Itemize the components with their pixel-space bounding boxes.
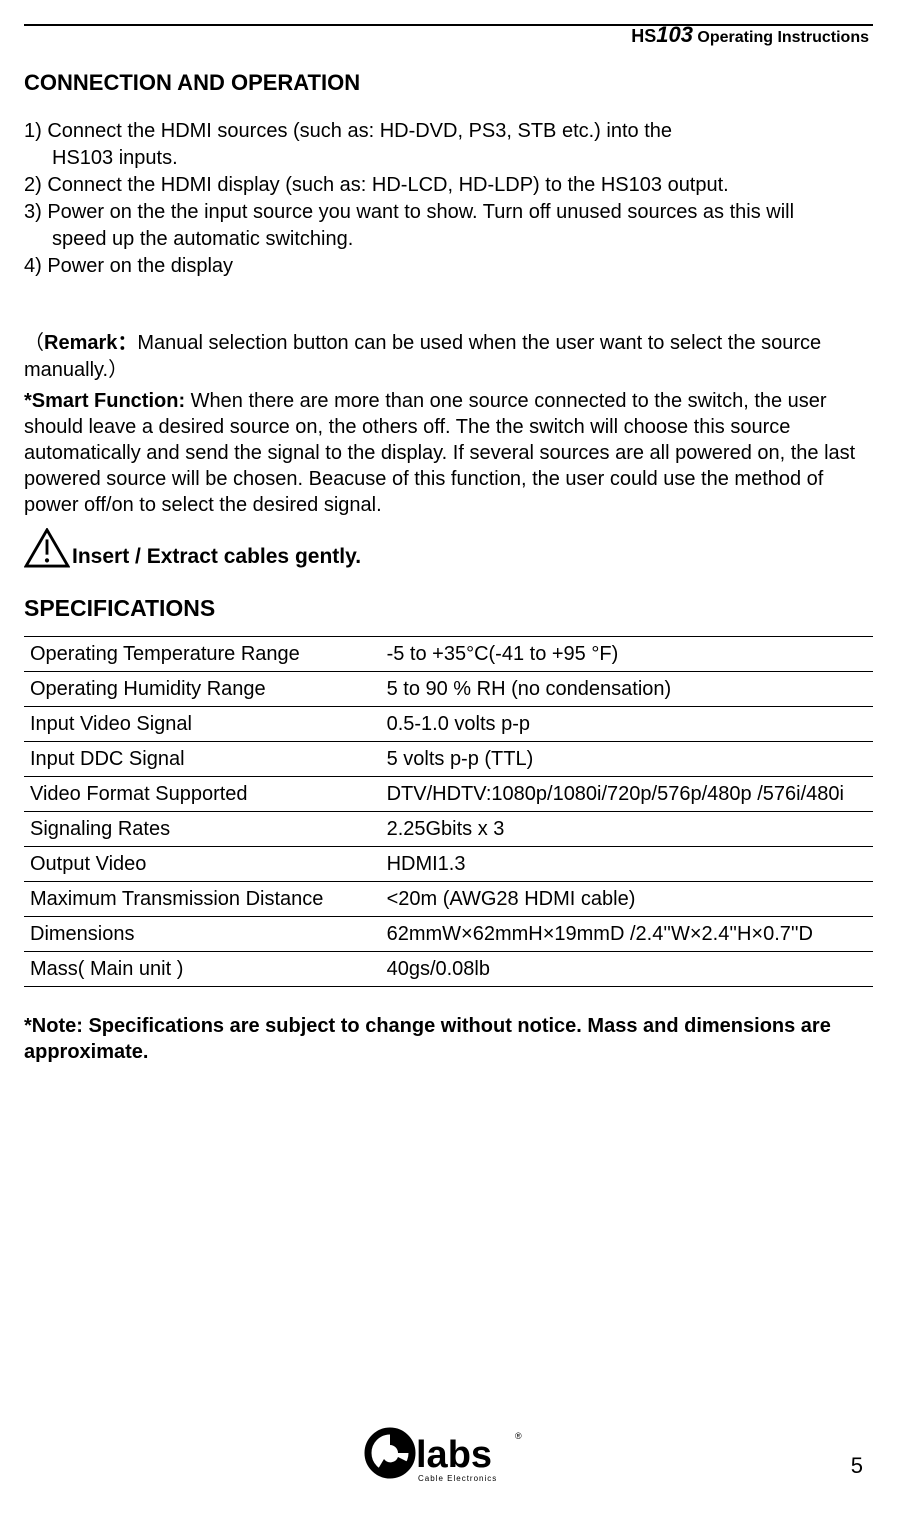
- spec-value: <20m (AWG28 HDMI cable): [381, 882, 873, 917]
- spec-key: Mass( Main unit ): [24, 952, 381, 987]
- warning-row: Insert / Extract cables gently.: [24, 528, 873, 573]
- remark-label: Remark：: [44, 332, 137, 354]
- remark-text: Manual selection button can be used when…: [24, 332, 821, 381]
- warning-text: Insert / Extract cables gently.: [72, 545, 361, 569]
- header-suffix: Operating Instructions: [693, 29, 869, 46]
- table-row: Dimensions62mmW×62mmH×19mmD /2.4''W×2.4'…: [24, 917, 873, 952]
- spec-key: Input Video Signal: [24, 707, 381, 742]
- step-1-line2: HS103 inputs.: [24, 145, 873, 172]
- smart-function-block: *Smart Function: When there are more tha…: [24, 388, 873, 518]
- spec-value: 40gs/0.08lb: [381, 952, 873, 987]
- spec-key: Video Format Supported: [24, 777, 381, 812]
- table-row: Operating Temperature Range-5 to +35°C(-…: [24, 637, 873, 672]
- spec-value: 5 to 90 % RH (no condensation): [381, 672, 873, 707]
- table-row: Operating Humidity Range5 to 90 % RH (no…: [24, 672, 873, 707]
- smart-function-label: *Smart Function:: [24, 390, 191, 412]
- table-row: Maximum Transmission Distance<20m (AWG28…: [24, 882, 873, 917]
- spec-key: Maximum Transmission Distance: [24, 882, 381, 917]
- remark-block: （Remark：Manual selection button can be u…: [24, 330, 873, 384]
- steps-list: 1) Connect the HDMI sources (such as: HD…: [24, 118, 873, 280]
- spec-value: 2.25Gbits x 3: [381, 812, 873, 847]
- svg-text:labs: labs: [416, 1434, 492, 1476]
- remark-open: （: [24, 332, 44, 354]
- step-4: 4) Power on the display: [24, 253, 873, 280]
- spec-value: 0.5-1.0 volts p-p: [381, 707, 873, 742]
- logo: labs ® Cable Electronics: [364, 1423, 534, 1487]
- spec-value: HDMI1.3: [381, 847, 873, 882]
- page-number: 5: [851, 1453, 863, 1479]
- spec-value: 5 volts p-p (TTL): [381, 742, 873, 777]
- brand-prefix: HS: [631, 26, 656, 46]
- page-header: HS103 Operating Instructions: [631, 22, 869, 48]
- spec-key: Dimensions: [24, 917, 381, 952]
- spec-key: Output Video: [24, 847, 381, 882]
- step-1: 1) Connect the HDMI sources (such as: HD…: [24, 118, 873, 172]
- step-3-line1: 3) Power on the the input source you wan…: [24, 201, 794, 223]
- spec-value: DTV/HDTV:1080p/1080i/720p/576p/480p /576…: [381, 777, 873, 812]
- table-row: Signaling Rates2.25Gbits x 3: [24, 812, 873, 847]
- spec-key: Operating Temperature Range: [24, 637, 381, 672]
- spec-key: Operating Humidity Range: [24, 672, 381, 707]
- svg-text:Cable Electronics: Cable Electronics: [418, 1474, 497, 1483]
- brand-number: 103: [656, 22, 693, 47]
- step-3-line2: speed up the automatic switching.: [24, 226, 873, 253]
- table-row: Input Video Signal0.5-1.0 volts p-p: [24, 707, 873, 742]
- note-text: *Note: Specifications are subject to cha…: [24, 1013, 873, 1065]
- svg-text:®: ®: [515, 1431, 522, 1441]
- table-row: Input DDC Signal5 volts p-p (TTL): [24, 742, 873, 777]
- specifications-table: Operating Temperature Range-5 to +35°C(-…: [24, 636, 873, 987]
- spec-value: 62mmW×62mmH×19mmD /2.4''W×2.4''H×0.7''D: [381, 917, 873, 952]
- section-connection-title: CONNECTION AND OPERATION: [24, 70, 873, 96]
- step-1-line1: 1) Connect the HDMI sources (such as: HD…: [24, 120, 672, 142]
- spec-value: -5 to +35°C(-41 to +95 °F): [381, 637, 873, 672]
- step-2: 2) Connect the HDMI display (such as: HD…: [24, 172, 873, 199]
- table-row: Mass( Main unit )40gs/0.08lb: [24, 952, 873, 987]
- warning-icon: [24, 528, 70, 573]
- table-row: Video Format SupportedDTV/HDTV:1080p/108…: [24, 777, 873, 812]
- table-row: Output VideoHDMI1.3: [24, 847, 873, 882]
- spec-key: Signaling Rates: [24, 812, 381, 847]
- section-specifications-title: SPECIFICATIONS: [24, 595, 873, 622]
- spec-key: Input DDC Signal: [24, 742, 381, 777]
- page-footer: labs ® Cable Electronics 5: [0, 1423, 897, 1487]
- remark-close: ）: [108, 359, 128, 381]
- step-3: 3) Power on the the input source you wan…: [24, 199, 873, 253]
